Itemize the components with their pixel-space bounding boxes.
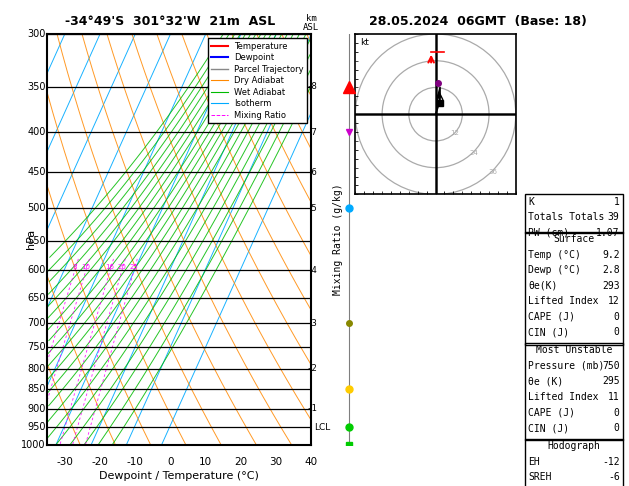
Text: 0: 0 bbox=[614, 312, 620, 322]
Text: Lifted Index: Lifted Index bbox=[528, 296, 599, 306]
Text: 350: 350 bbox=[27, 82, 46, 91]
Text: 0: 0 bbox=[614, 408, 620, 417]
Text: Hodograph: Hodograph bbox=[547, 441, 601, 451]
Text: 0: 0 bbox=[614, 328, 620, 337]
Text: Dewp (°C): Dewp (°C) bbox=[528, 265, 581, 275]
Text: -30: -30 bbox=[57, 457, 73, 467]
Text: 20: 20 bbox=[118, 264, 126, 270]
Text: 500: 500 bbox=[27, 203, 46, 213]
Text: 39: 39 bbox=[608, 212, 620, 223]
Text: -8: -8 bbox=[307, 82, 318, 91]
Text: 1.07: 1.07 bbox=[596, 228, 620, 238]
Text: 8: 8 bbox=[72, 264, 77, 270]
Text: Pressure (mb): Pressure (mb) bbox=[528, 361, 604, 371]
Text: 700: 700 bbox=[27, 318, 46, 328]
Text: EH: EH bbox=[528, 456, 540, 467]
Text: -5: -5 bbox=[307, 204, 318, 213]
Text: 950: 950 bbox=[27, 422, 46, 432]
Text: -7: -7 bbox=[307, 128, 318, 137]
Text: 28.05.2024  06GMT  (Base: 18): 28.05.2024 06GMT (Base: 18) bbox=[369, 15, 587, 28]
Text: 650: 650 bbox=[27, 293, 46, 303]
Text: -1: -1 bbox=[307, 404, 318, 413]
Text: Mixing Ratio (g/kg): Mixing Ratio (g/kg) bbox=[333, 184, 343, 295]
Text: -6: -6 bbox=[608, 472, 620, 482]
Text: -12: -12 bbox=[602, 456, 620, 467]
Text: 11: 11 bbox=[608, 392, 620, 402]
Text: CAPE (J): CAPE (J) bbox=[528, 408, 576, 417]
Text: 10: 10 bbox=[199, 457, 212, 467]
Text: 750: 750 bbox=[27, 342, 46, 351]
Text: -10: -10 bbox=[127, 457, 143, 467]
Text: Temp (°C): Temp (°C) bbox=[528, 250, 581, 260]
Text: 0: 0 bbox=[614, 423, 620, 433]
Text: SREH: SREH bbox=[528, 472, 552, 482]
Text: 20: 20 bbox=[235, 457, 247, 467]
Text: LCL: LCL bbox=[314, 423, 331, 432]
Text: 24: 24 bbox=[470, 150, 479, 156]
Text: Most Unstable: Most Unstable bbox=[536, 346, 612, 355]
Text: -2: -2 bbox=[307, 364, 318, 373]
Text: 10: 10 bbox=[81, 264, 91, 270]
Text: 25: 25 bbox=[130, 264, 138, 270]
Text: 600: 600 bbox=[28, 265, 46, 276]
Text: kt: kt bbox=[360, 38, 369, 48]
Text: 900: 900 bbox=[28, 404, 46, 414]
Text: 295: 295 bbox=[602, 377, 620, 386]
Text: hPa: hPa bbox=[26, 229, 36, 249]
Text: 12: 12 bbox=[450, 130, 459, 137]
Text: 850: 850 bbox=[27, 384, 46, 394]
Text: Lifted Index: Lifted Index bbox=[528, 392, 599, 402]
Text: 1000: 1000 bbox=[21, 440, 46, 450]
Text: 300: 300 bbox=[28, 29, 46, 39]
Text: 400: 400 bbox=[28, 127, 46, 137]
Text: 450: 450 bbox=[27, 167, 46, 177]
Text: 16: 16 bbox=[106, 264, 114, 270]
Text: Dewpoint / Temperature (°C): Dewpoint / Temperature (°C) bbox=[99, 471, 259, 482]
Text: CAPE (J): CAPE (J) bbox=[528, 312, 576, 322]
Text: K: K bbox=[528, 197, 534, 207]
Text: -20: -20 bbox=[92, 457, 108, 467]
Text: θe(K): θe(K) bbox=[528, 281, 558, 291]
Text: 40: 40 bbox=[305, 457, 318, 467]
Text: -3: -3 bbox=[307, 318, 318, 328]
Text: 0: 0 bbox=[167, 457, 174, 467]
Text: -4: -4 bbox=[307, 266, 318, 275]
Text: 1: 1 bbox=[614, 197, 620, 207]
Text: -34°49'S  301°32'W  21m  ASL: -34°49'S 301°32'W 21m ASL bbox=[65, 15, 275, 28]
Text: 9.2: 9.2 bbox=[602, 250, 620, 260]
Text: 800: 800 bbox=[28, 364, 46, 374]
Text: Surface: Surface bbox=[554, 234, 594, 244]
Text: km
ASL: km ASL bbox=[303, 14, 320, 32]
Text: 2.8: 2.8 bbox=[602, 265, 620, 275]
Text: 550: 550 bbox=[27, 236, 46, 246]
Text: θe (K): θe (K) bbox=[528, 377, 564, 386]
Text: -6: -6 bbox=[307, 168, 318, 177]
Text: 293: 293 bbox=[602, 281, 620, 291]
Text: 750: 750 bbox=[602, 361, 620, 371]
Legend: Temperature, Dewpoint, Parcel Trajectory, Dry Adiabat, Wet Adiabat, Isotherm, Mi: Temperature, Dewpoint, Parcel Trajectory… bbox=[208, 38, 307, 123]
Text: 12: 12 bbox=[608, 296, 620, 306]
Text: Totals Totals: Totals Totals bbox=[528, 212, 604, 223]
Text: CIN (J): CIN (J) bbox=[528, 423, 569, 433]
Text: PW (cm): PW (cm) bbox=[528, 228, 569, 238]
Text: 30: 30 bbox=[270, 457, 282, 467]
Text: 36: 36 bbox=[489, 169, 498, 175]
Text: CIN (J): CIN (J) bbox=[528, 328, 569, 337]
